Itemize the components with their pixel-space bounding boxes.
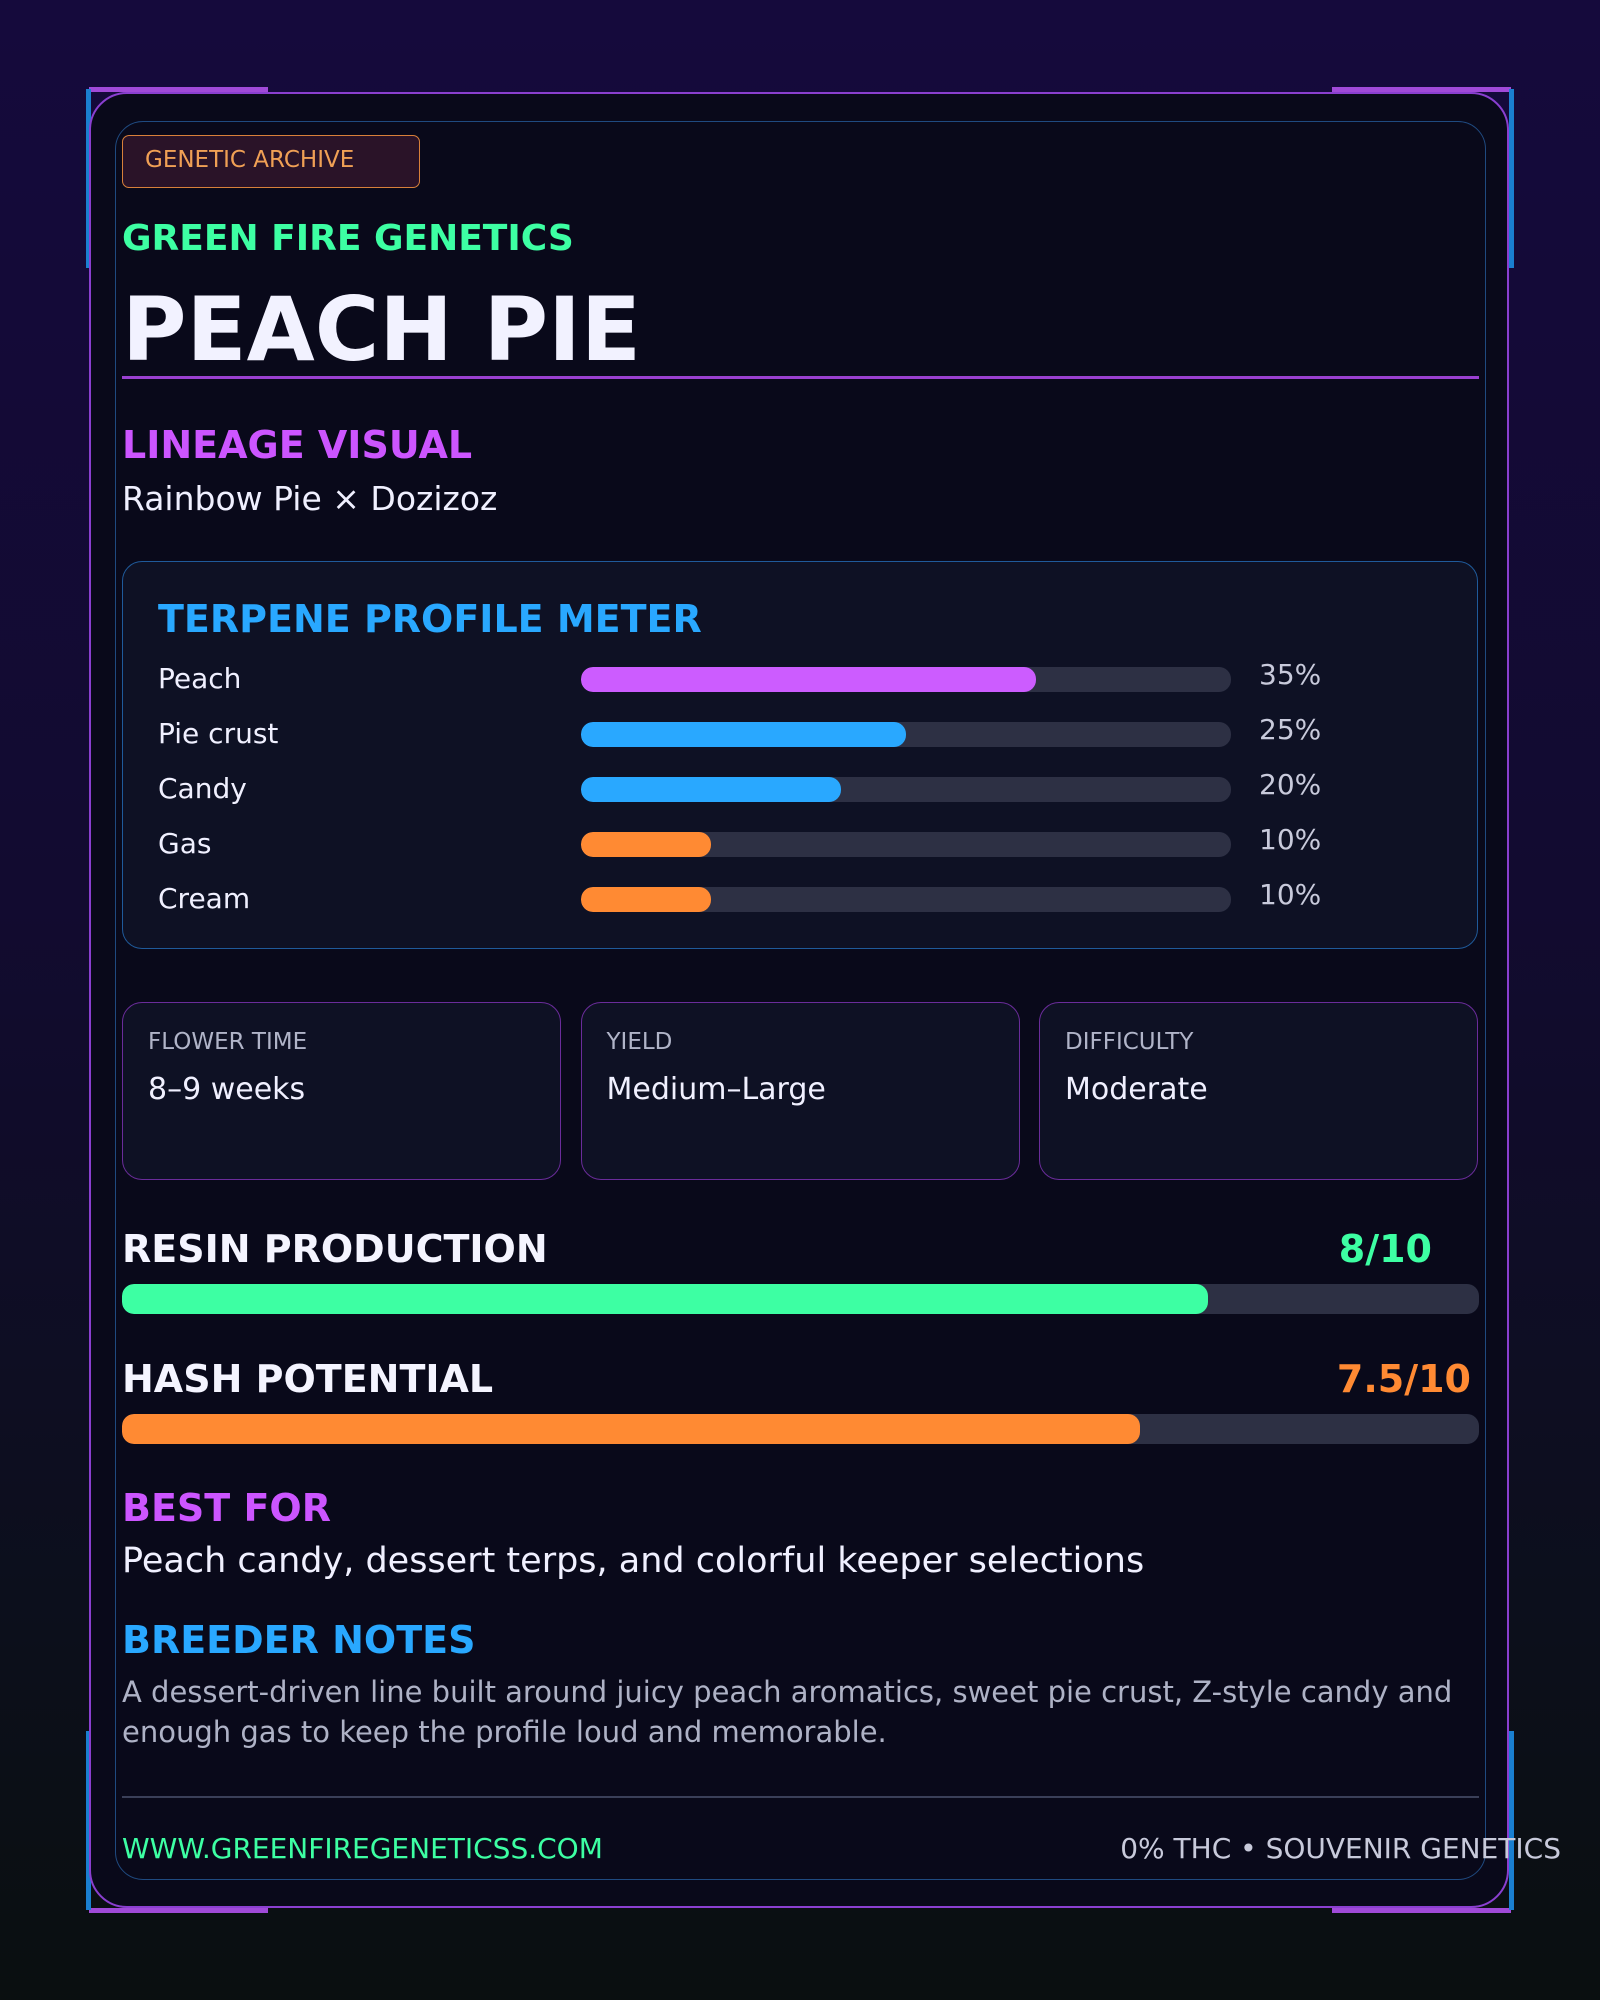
footer-divider (122, 1796, 1479, 1798)
badge (122, 135, 420, 188)
rating-track (122, 1284, 1479, 1314)
terpene-name: Cream (158, 882, 251, 916)
terpene-bar (581, 722, 906, 747)
accent (1509, 89, 1514, 268)
terpene-track (581, 667, 1231, 692)
stat-box (122, 1002, 561, 1180)
badge-text: GENETIC ARCHIVE (145, 147, 355, 174)
stat-value: Medium–Large (606, 1071, 826, 1107)
terpene-name: Pie crust (158, 717, 279, 751)
rating-label: RESIN PRODUCTION (122, 1226, 548, 1271)
accent (1332, 87, 1511, 92)
terpene-track (581, 832, 1231, 857)
terpene-value: 20% (1259, 768, 1322, 802)
footer-note: 0% THC • SOUVENIR GENETICS (1120, 1832, 1561, 1866)
stat-value: Moderate (1065, 1071, 1208, 1107)
lineage-text: Rainbow Pie × Dozizoz (122, 478, 498, 518)
terpene-box (122, 561, 1478, 949)
rating-track (122, 1414, 1479, 1444)
card (89, 92, 1509, 1908)
stat-label: DIFFICULTY (1065, 1029, 1194, 1056)
accent (86, 1731, 91, 1910)
title: PEACH PIE (122, 278, 641, 382)
terpene-name: Peach (158, 662, 242, 696)
best-heading: BEST FOR (122, 1485, 331, 1530)
terpene-value: 35% (1259, 658, 1322, 692)
rating-value: 7.5/10 (1336, 1356, 1471, 1401)
rating-bar (122, 1284, 1208, 1314)
terpene-track (581, 722, 1231, 747)
stat-label: YIELD (606, 1029, 673, 1056)
terpene-value: 10% (1259, 878, 1322, 912)
terpene-value: 10% (1259, 823, 1322, 857)
terpene-bar (581, 887, 711, 912)
rating-label: HASH POTENTIAL (122, 1356, 494, 1401)
stat-label: FLOWER TIME (148, 1029, 308, 1056)
notes-heading: BREEDER NOTES (122, 1617, 476, 1662)
stat-box (580, 1002, 1020, 1180)
terpene-name: Gas (158, 827, 212, 861)
terpene-bar (581, 832, 711, 857)
footer-url: WWW.GREENFIREGENETICSS.COM (122, 1832, 603, 1866)
stat-box (1039, 1002, 1478, 1180)
terpene-value: 25% (1259, 713, 1322, 747)
divider (122, 376, 1479, 379)
terpene-track (581, 887, 1231, 912)
terpene-bar (581, 777, 841, 802)
lineage-heading: LINEAGE VISUAL (122, 422, 473, 467)
notes-text: A dessert-driven line built around juicy… (122, 1675, 1453, 1749)
rating-bar (122, 1414, 1140, 1444)
terpene-bar (581, 667, 1036, 692)
terpene-name: Candy (158, 772, 247, 806)
brand: GREEN FIRE GENETICS (122, 217, 574, 259)
accent (86, 89, 91, 268)
accent (89, 1908, 268, 1913)
card-inner (115, 121, 1486, 1880)
accent (1509, 1731, 1514, 1910)
stat-value: 8–9 weeks (148, 1071, 306, 1107)
accent (1332, 1908, 1511, 1913)
rating-value: 8/10 (1338, 1226, 1432, 1271)
terpene-track (581, 777, 1231, 802)
terpene-title: TERPENE PROFILE METER (158, 596, 702, 641)
best-text: Peach candy, dessert terps, and colorful… (122, 1540, 1145, 1581)
accent (89, 87, 268, 92)
